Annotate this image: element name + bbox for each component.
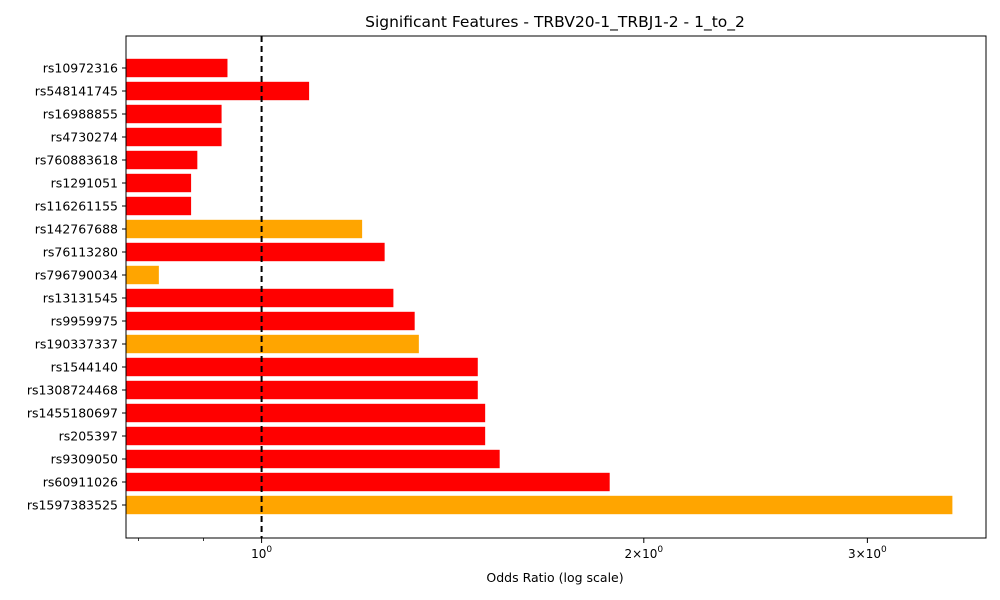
bar-rs16988855 [126,104,222,124]
bar-rs1455180697 [126,403,486,423]
y-tick-label: rs1291051 [51,176,118,191]
y-tick-label: rs190337337 [35,337,118,352]
y-tick-label: rs796790034 [35,268,118,283]
y-tick-label: rs1597383525 [27,498,118,513]
y-tick-label: rs4730274 [51,130,118,145]
x-tick-label: 100 [251,545,272,561]
y-tick-label: rs205397 [59,429,118,444]
y-tick-label: rs1308724468 [27,383,118,398]
bar-rs4730274 [126,127,222,147]
bar-rs10972316 [126,58,228,78]
x-axis-label: Odds Ratio (log scale) [486,570,623,585]
bar-rs116261155 [126,196,192,216]
y-tick-label: rs10972316 [43,61,118,76]
bar-rs205397 [126,426,486,446]
x-tick-label: 2×100 [624,545,663,561]
bar-rs760883618 [126,150,198,170]
y-tick-label: rs13131545 [43,291,118,306]
bar-rs9309050 [126,449,500,469]
y-tick-label: rs16988855 [43,107,118,122]
bar-rs76113280 [126,242,385,262]
y-tick-label: rs60911026 [43,475,118,490]
bar-rs1308724468 [126,380,478,400]
bars-layer [126,58,953,515]
bar-rs1544140 [126,357,478,377]
bar-rs548141745 [126,81,310,101]
y-tick-label: rs76113280 [43,245,118,260]
bar-rs796790034 [126,265,159,285]
chart-title: Significant Features - TRBV20-1_TRBJ1-2 … [365,13,745,32]
x-ticks-layer: 100 2×100 3×100 [138,538,887,561]
bar-rs9959975 [126,311,415,331]
plot-frame [125,35,987,539]
y-tick-label: rs116261155 [35,199,118,214]
bar-rs1291051 [126,173,192,193]
y-tick-label: rs1455180697 [27,406,118,421]
bar-rs1597383525 [126,495,953,515]
y-tick-label: rs142767688 [35,222,118,237]
bar-rs60911026 [126,472,610,492]
bar-rs13131545 [126,288,394,308]
x-tick-label: 3×100 [848,545,887,561]
y-tick-labels: rs10972316 rs548141745 rs16988855 rs4730274… [27,61,126,513]
y-tick-label: rs1544140 [51,360,118,375]
bar-rs190337337 [126,334,419,354]
y-tick-label: rs760883618 [35,153,118,168]
y-tick-label: rs9959975 [51,314,118,329]
y-tick-label: rs548141745 [35,84,118,99]
y-tick-label: rs9309050 [51,452,118,467]
bar-rs142767688 [126,219,363,239]
